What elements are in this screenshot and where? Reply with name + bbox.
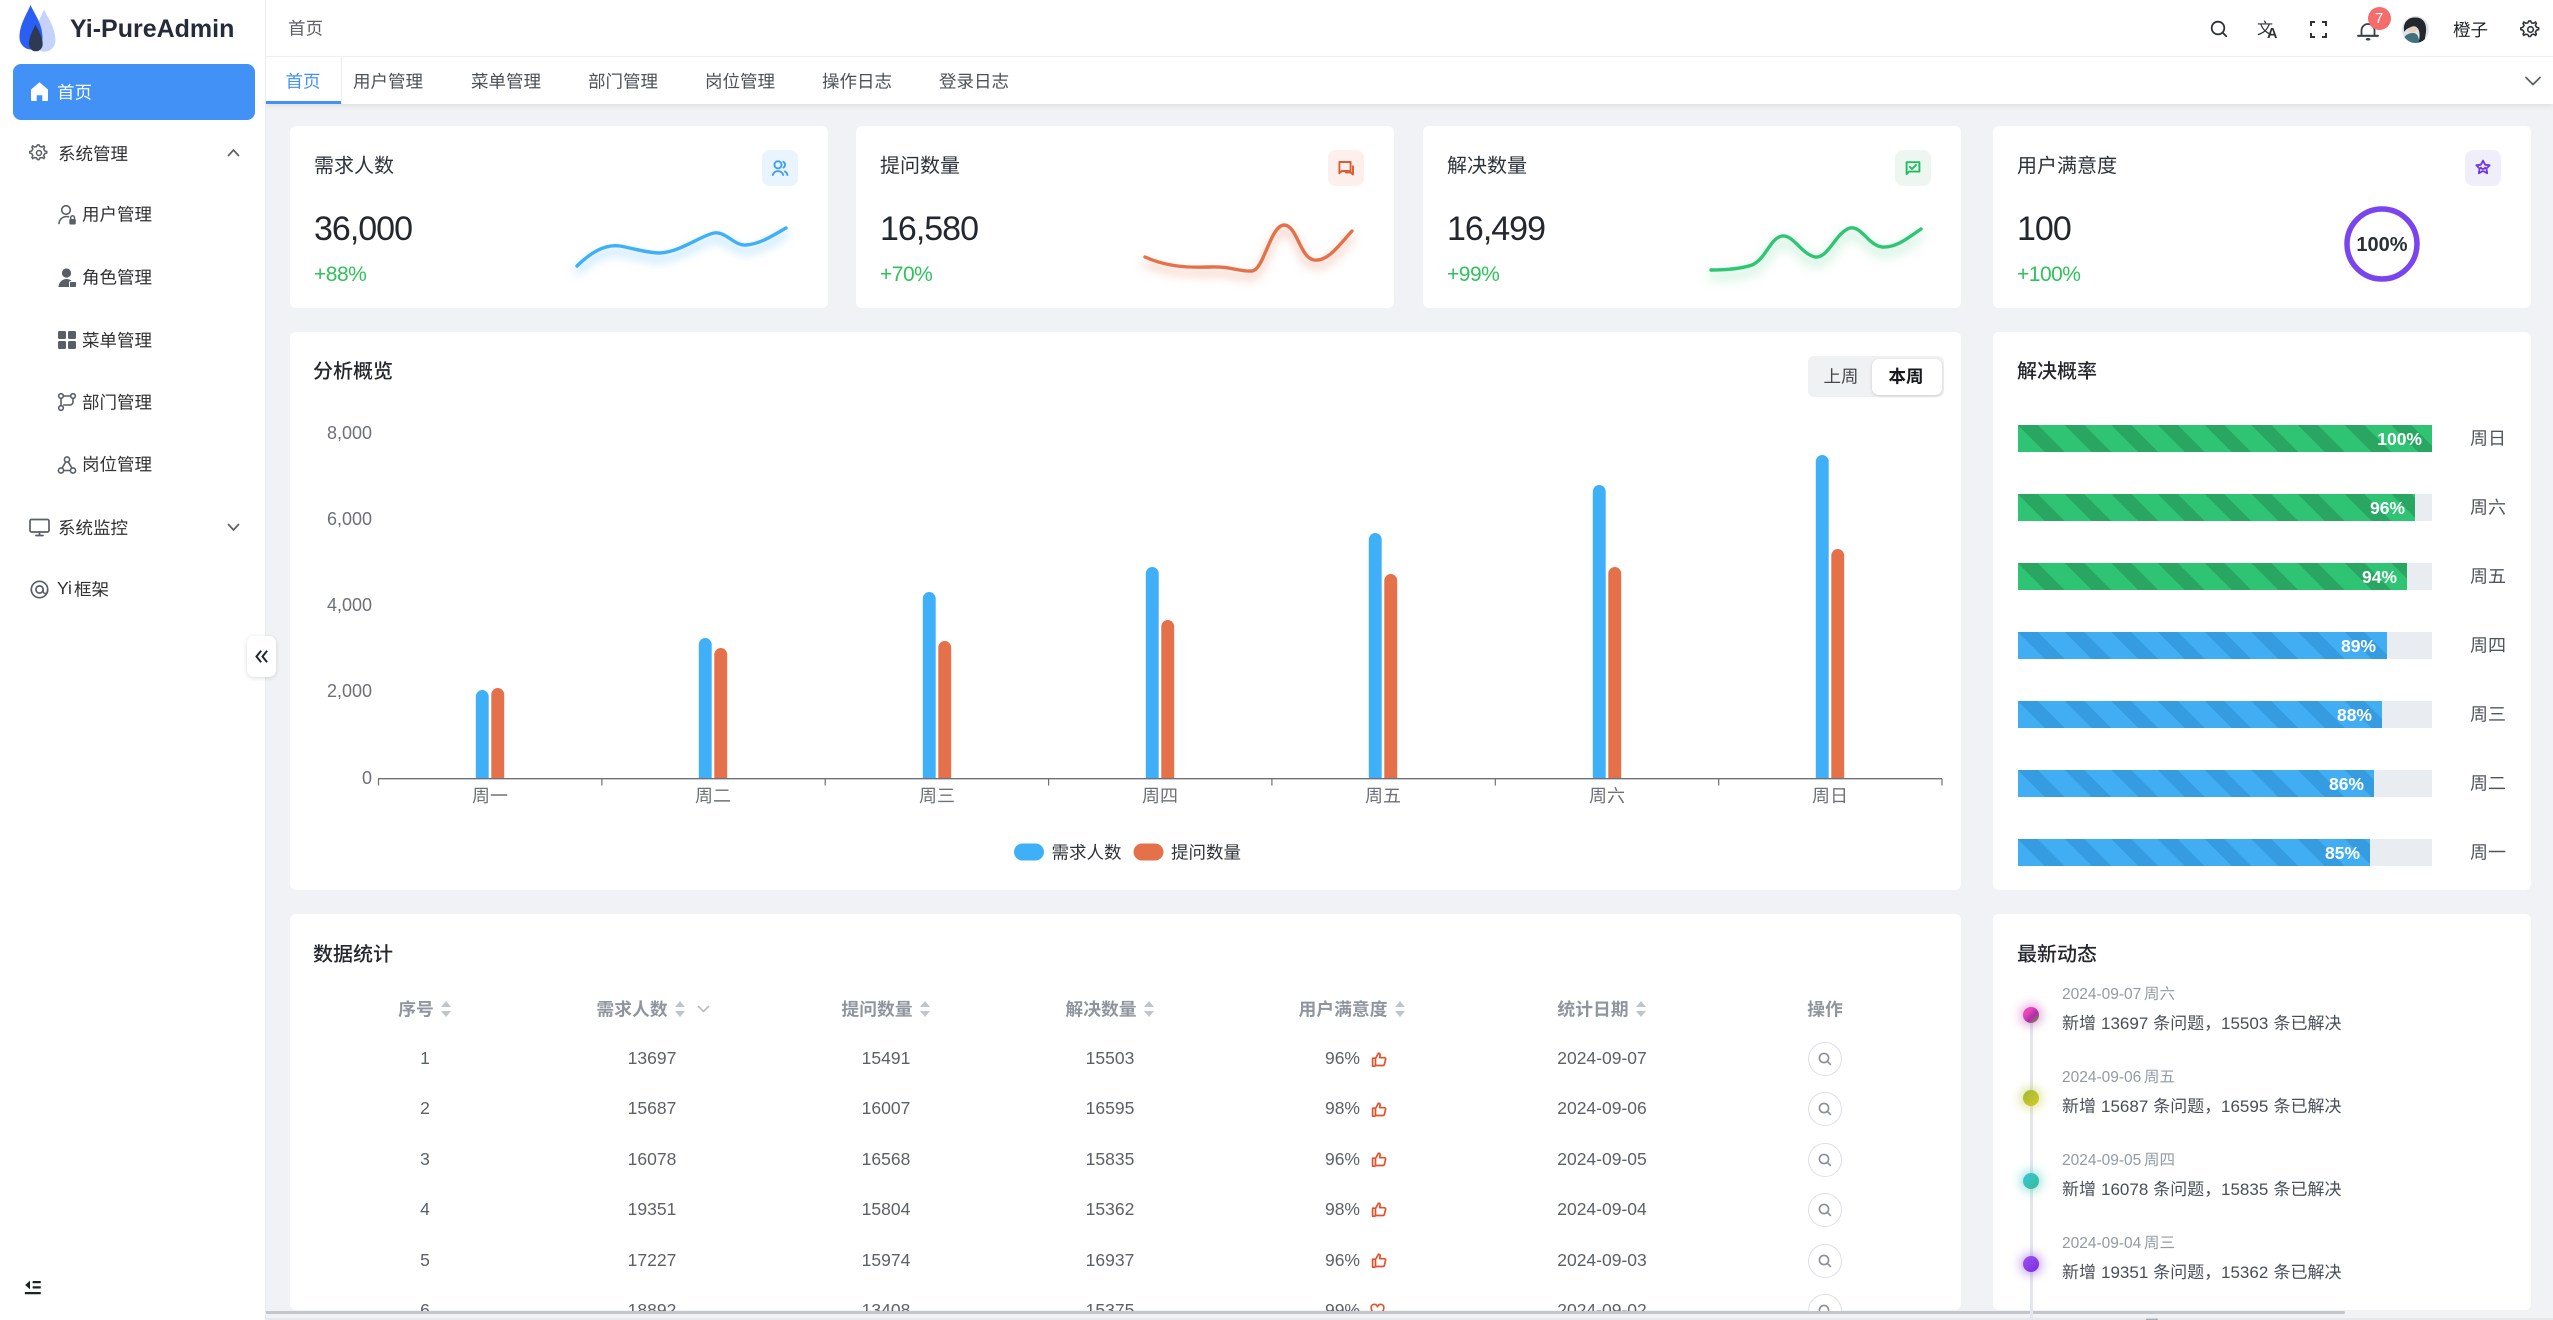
svg-text:0: 0 <box>362 768 372 788</box>
svg-text:6,000: 6,000 <box>327 509 372 529</box>
svg-text:100%: 100% <box>2356 234 2407 256</box>
svg-text:2,000: 2,000 <box>327 681 372 701</box>
svg-text:4,000: 4,000 <box>327 595 372 615</box>
svg-text:8,000: 8,000 <box>327 423 372 443</box>
